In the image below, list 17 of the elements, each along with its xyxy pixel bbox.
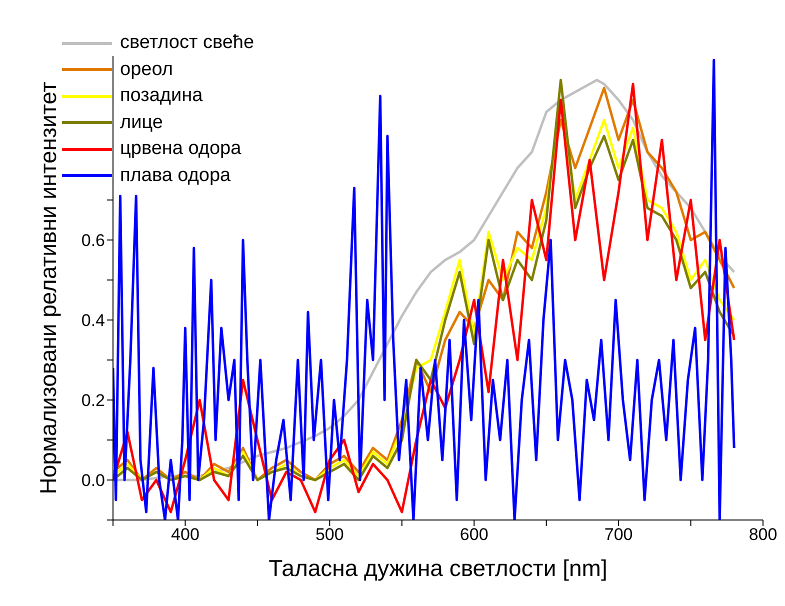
y-tick-label: 0.0	[81, 471, 105, 490]
x-tick-label: 700	[604, 525, 633, 544]
x-axis-title: Таласна дужина светлости [nm]	[268, 555, 608, 581]
x-tick-label: 400	[171, 525, 200, 544]
x-tick-label: 800	[748, 525, 778, 544]
x-tick-label: 600	[460, 525, 488, 544]
legend-label: ореол	[120, 58, 173, 82]
legend-label: светлост свеће	[120, 31, 254, 55]
x-tick-label: 500	[315, 525, 344, 544]
y-tick-label: 0.4	[81, 311, 105, 330]
legend-label: црвена одора	[120, 137, 242, 161]
y-tick-label: 0.2	[81, 391, 105, 410]
y-tick-label: 0.6	[81, 231, 105, 250]
legend-label: лице	[120, 110, 163, 134]
y-axis-title: Нормализовани релативни интензитет	[35, 81, 62, 494]
legend-label: позадина	[120, 84, 203, 108]
legend-label: плава одора	[120, 164, 231, 188]
